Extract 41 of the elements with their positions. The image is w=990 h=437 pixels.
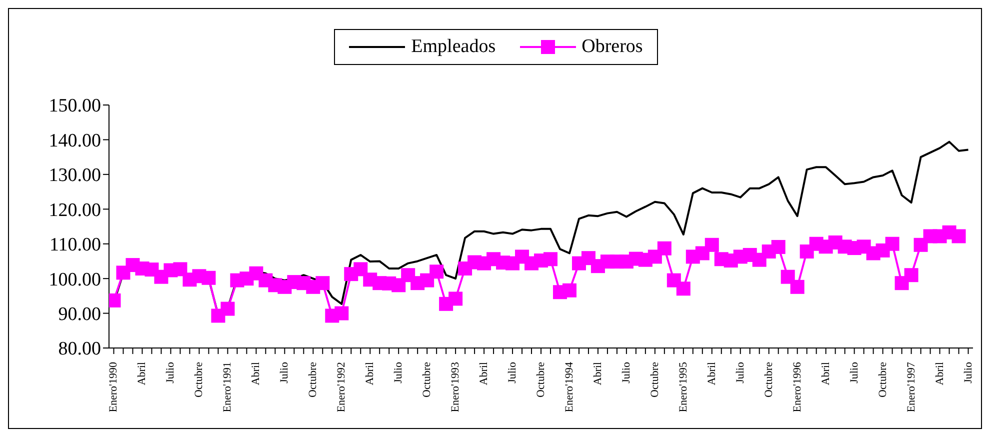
x-tick-label: Enero'1991 bbox=[222, 362, 234, 412]
x-tick-label: Abril bbox=[592, 362, 604, 386]
x-tick-label: Octubre bbox=[762, 362, 775, 398]
x-tick-label: Octubre bbox=[307, 362, 320, 398]
x-tick-label: Abril bbox=[820, 362, 832, 386]
x-tick-label: Abril bbox=[250, 362, 262, 386]
x-tick-label: Octubre bbox=[193, 362, 206, 398]
x-tick-label: Enero'1995 bbox=[677, 362, 690, 412]
x-tick-label: Enero'1992 bbox=[336, 362, 348, 412]
y-tick-label: 140.00 bbox=[48, 130, 101, 152]
y-tick-label: 80.00 bbox=[58, 338, 101, 360]
x-tick-label: Abril bbox=[364, 362, 376, 386]
x-tick-label: Julio bbox=[962, 362, 974, 384]
x-tick-label: Enero'1990 bbox=[108, 362, 120, 412]
x-tick-label: Enero'1997 bbox=[905, 362, 918, 412]
x-tick-label: Julio bbox=[506, 362, 519, 384]
x-tick-label: Enero'1996 bbox=[791, 362, 804, 412]
x-tick-label: Abril bbox=[136, 362, 148, 386]
y-tick-label: 110.00 bbox=[49, 234, 101, 256]
y-tick-label: 150.00 bbox=[48, 96, 101, 117]
x-tick-label: Julio bbox=[620, 362, 632, 384]
y-tick-label: 130.00 bbox=[48, 165, 101, 186]
legend-label: Empleados bbox=[411, 36, 496, 58]
x-tick-label: Julio bbox=[392, 362, 405, 384]
legend-label: Obreros bbox=[582, 36, 643, 58]
x-tick-label: Octubre bbox=[876, 362, 889, 398]
x-tick-label: Enero'1994 bbox=[563, 362, 576, 412]
x-tick-label: Octubre bbox=[648, 362, 661, 398]
x-tick-label: Julio bbox=[734, 362, 746, 384]
y-tick-label: 100.00 bbox=[48, 269, 101, 290]
x-tick-label: Abril bbox=[934, 362, 946, 386]
y-tick-label: 120.00 bbox=[48, 200, 101, 221]
x-tick-label: Abril bbox=[478, 362, 490, 386]
x-tick-label: Octubre bbox=[421, 362, 434, 398]
x-tick-label: Julio bbox=[848, 362, 860, 384]
x-tick-label: Octubre bbox=[535, 362, 547, 398]
x-tick-label: Abril bbox=[706, 362, 718, 386]
x-tick-label: Julio bbox=[164, 362, 177, 384]
y-tick-label: 90.00 bbox=[58, 304, 101, 326]
x-tick-label: Enero'1993 bbox=[450, 362, 462, 412]
x-tick-label: Julio bbox=[278, 362, 291, 384]
